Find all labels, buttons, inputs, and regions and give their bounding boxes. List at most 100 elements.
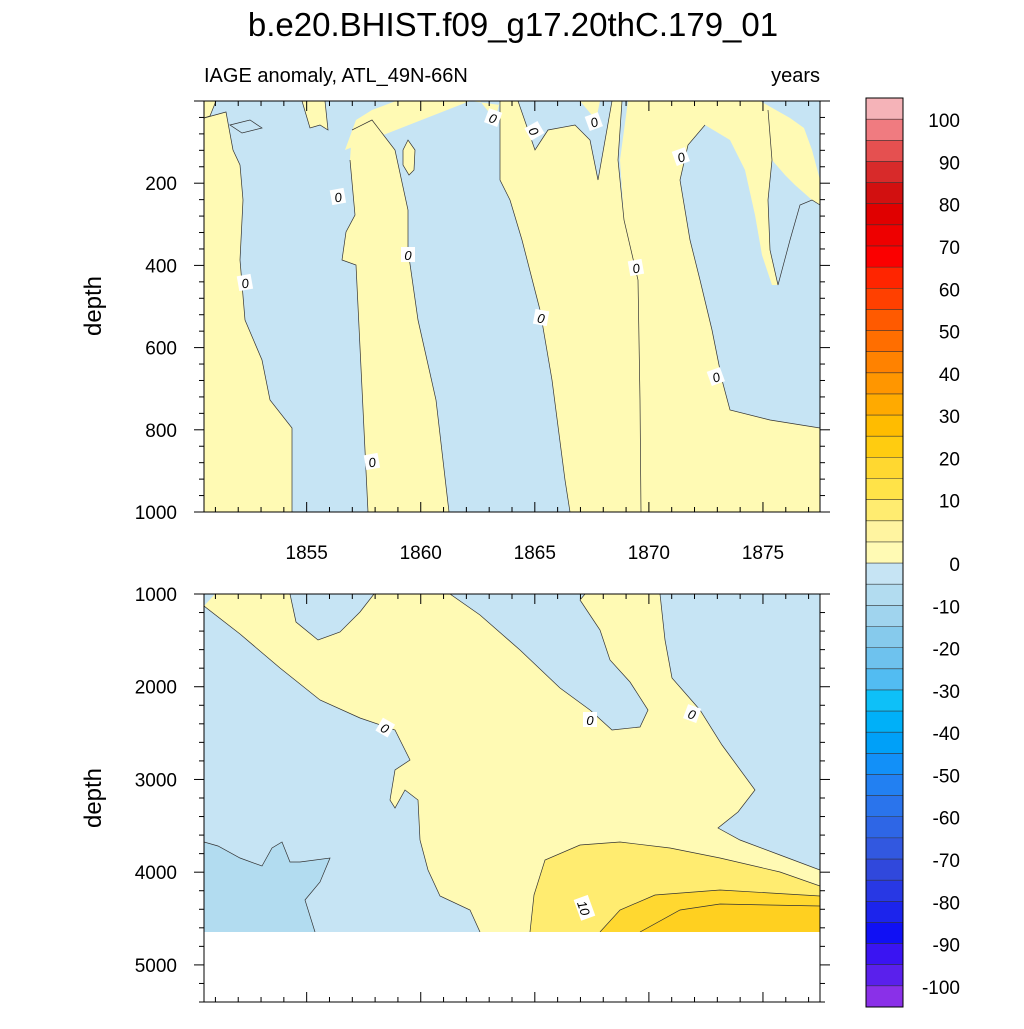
upper-contour-labels: 0 0 0 0 0 0 0 0 0 0 0 <box>236 108 725 471</box>
lower-pos-25-region <box>640 904 820 932</box>
lower-contour-lines <box>204 594 820 932</box>
colorbar-swatch <box>866 964 903 987</box>
colorbar-swatch <box>866 98 903 120</box>
colorbar-label: -30 <box>933 682 960 703</box>
lower-contour-label: 0 <box>375 717 396 738</box>
colorbar-label: 100 <box>928 111 960 132</box>
lower-y-tick-label: 4000 <box>135 863 177 884</box>
colorbar-swatch <box>866 732 903 754</box>
colorbar-swatch <box>866 351 903 374</box>
colorbar-swatch <box>866 985 903 1008</box>
chart-units: years <box>771 65 820 87</box>
colorbar-swatch <box>866 499 903 522</box>
lower-y-tick-label: 5000 <box>135 956 177 977</box>
svg-text:0: 0 <box>240 275 250 291</box>
colorbar-label: -20 <box>933 640 960 661</box>
upper-contour-label: 0 <box>532 308 550 327</box>
svg-text:0: 0 <box>333 189 343 205</box>
colorbar-swatch <box>866 309 903 331</box>
colorbar-swatch <box>866 859 903 881</box>
colorbar-label: 20 <box>939 449 960 470</box>
colorbar-label: -60 <box>933 809 960 830</box>
colorbar-swatch <box>866 647 903 670</box>
colorbar-swatch <box>866 161 903 183</box>
colorbar-label: 70 <box>939 238 960 259</box>
lower-negative-pocket <box>812 850 820 866</box>
svg-text:0: 0 <box>631 260 641 276</box>
svg-text:0: 0 <box>586 713 594 728</box>
colorbar-swatch <box>866 753 903 775</box>
colorbar-swatch <box>866 563 903 585</box>
colorbar-label: -90 <box>933 936 960 957</box>
colorbar-swatch <box>866 203 903 226</box>
colorbar-label: 0 <box>949 555 960 576</box>
colorbar-swatch <box>866 245 903 268</box>
svg-text:0: 0 <box>367 454 377 470</box>
upper-y-tick-label: 800 <box>145 421 177 442</box>
colorbar-swatch <box>866 520 903 543</box>
colorbar-swatch <box>866 880 903 902</box>
lower-contour-labels: 0 0 0 10 <box>375 704 702 921</box>
colorbar-swatch <box>866 689 903 712</box>
upper-positive-band-6 <box>403 140 415 175</box>
colorbar-swatch <box>866 626 903 648</box>
colorbar-swatch <box>866 795 903 818</box>
upper-contour-label: 0 <box>329 187 347 206</box>
chart-title: b.e20.BHIST.f09_g17.20thC.179_01 <box>248 6 778 43</box>
colorbar-swatch <box>866 119 903 141</box>
colorbar: 1009080706050403020100-10-20-30-40-50-60… <box>865 97 960 1008</box>
upper-positive-band-5 <box>342 120 449 512</box>
lower-axes: 10 0 0 2000 3000 4000 5000 <box>135 585 830 1003</box>
colorbar-swatch <box>866 943 903 966</box>
lower-contour-label: 0 <box>683 704 702 723</box>
lower-y-tick-label: 2000 <box>135 678 177 699</box>
colorbar-swatch <box>866 372 903 395</box>
colorbar-swatch <box>866 330 903 352</box>
colorbar-swatch <box>866 224 903 247</box>
lower-y-tick-label: 3000 <box>135 770 177 791</box>
upper-contour-label: 0 <box>584 112 603 131</box>
upper-contour-label: 0 <box>401 247 415 263</box>
lower-y-axis-label: depth <box>80 768 107 828</box>
colorbar-label: 30 <box>939 407 960 428</box>
colorbar-swatch <box>866 922 903 944</box>
upper-axes: 1855 1860 1865 1870 1875 200 400 600 800 1000 <box>135 100 830 564</box>
upper-positive-band-7 <box>500 101 641 512</box>
upper-y-tick-label: 600 <box>145 339 177 360</box>
upper-y-tick-label: 400 <box>145 256 177 277</box>
colorbar-swatch <box>866 816 903 839</box>
colorbar-label: -50 <box>933 766 960 787</box>
svg-text:10: 10 <box>574 899 593 918</box>
colorbar-swatch <box>866 140 903 162</box>
lower-contour-label: 10 <box>573 894 596 921</box>
upper-x-tick-label: 1870 <box>628 543 670 564</box>
upper-contour-fill <box>204 101 820 512</box>
colorbar-label: 40 <box>939 365 960 386</box>
colorbar-swatch <box>866 541 903 564</box>
colorbar-swatch <box>866 267 903 289</box>
lower-neg-mid-region <box>204 842 330 932</box>
colorbar-label: 90 <box>939 153 960 174</box>
lower-panel: 10 0 0 2000 3000 4000 5000 0 0 0 10 depth <box>80 585 830 1003</box>
upper-y-tick-label: 200 <box>145 174 177 195</box>
upper-contour-label: 0 <box>236 273 254 292</box>
colorbar-swatch <box>866 584 903 606</box>
upper-contour-label: 0 <box>671 147 690 166</box>
upper-contour-label: 0 <box>363 452 381 471</box>
colorbar-label: -100 <box>922 978 960 999</box>
colorbar-swatch <box>866 393 903 416</box>
lower-contour-label: 0 <box>583 712 597 728</box>
upper-x-tick-label: 1855 <box>286 543 328 564</box>
colorbar-swatch <box>866 436 903 458</box>
upper-positive-band-1 <box>204 101 216 118</box>
upper-positive-band-3 <box>254 101 328 130</box>
upper-x-tick-label: 1865 <box>514 543 556 564</box>
colorbar-label: 10 <box>939 492 960 513</box>
colorbar-label: 80 <box>939 196 960 217</box>
colorbar-swatch <box>866 478 903 500</box>
upper-y-tick-label: 1000 <box>135 503 177 524</box>
chart-subtitle-left: IAGE anomaly, ATL_49N-66N <box>204 65 468 87</box>
lower-contour-fill <box>204 594 820 932</box>
upper-contour-label: 0 <box>627 258 645 277</box>
